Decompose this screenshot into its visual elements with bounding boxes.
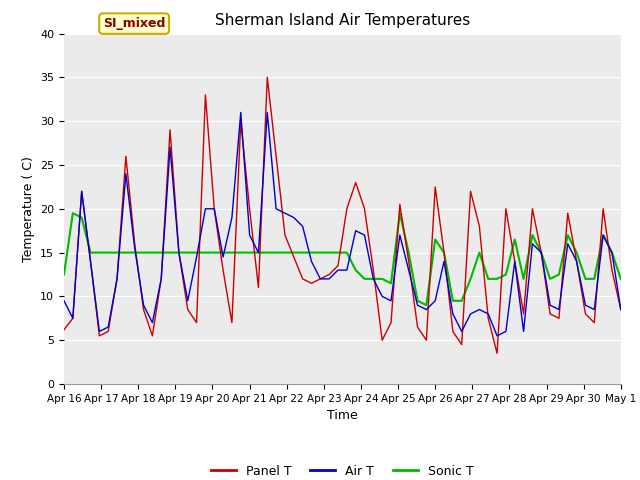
Text: SI_mixed: SI_mixed [103, 17, 165, 30]
X-axis label: Time: Time [327, 409, 358, 422]
Title: Sherman Island Air Temperatures: Sherman Island Air Temperatures [215, 13, 470, 28]
Legend: Panel T, Air T, Sonic T: Panel T, Air T, Sonic T [206, 460, 479, 480]
Y-axis label: Temperature ( C): Temperature ( C) [22, 156, 35, 262]
